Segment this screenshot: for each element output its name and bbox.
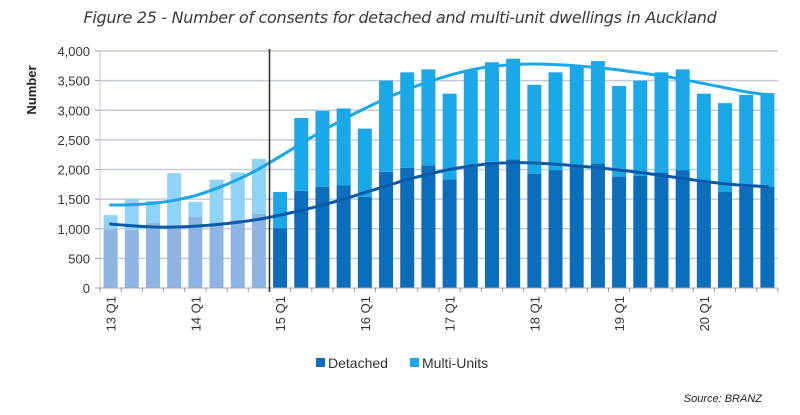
bar-detached	[273, 228, 288, 288]
bar-detached	[442, 179, 457, 288]
bar-multi-units	[315, 110, 330, 187]
bar-detached	[400, 167, 415, 288]
bar-detached	[506, 159, 521, 288]
trend-lines-group	[109, 62, 769, 229]
bar-detached	[336, 185, 351, 288]
bar-detached	[315, 186, 330, 288]
bar-detached	[209, 222, 224, 288]
y-tick-label: 1,000	[57, 222, 90, 237]
bar-detached	[484, 161, 499, 288]
bar-multi-units	[633, 80, 648, 177]
bar-multi-units	[188, 201, 203, 217]
bar-multi-units	[590, 61, 605, 164]
bar-multi-units	[379, 80, 394, 172]
legend: Detached Multi-Units	[316, 355, 488, 371]
bar-multi-units	[400, 72, 415, 168]
bar-detached	[357, 196, 372, 288]
y-tick-label: 2,500	[57, 133, 90, 148]
y-tick-label: 1,500	[57, 192, 90, 207]
bar-detached	[654, 172, 669, 288]
bar-multi-units	[760, 93, 775, 187]
x-tick-label: 19 Q1	[612, 296, 627, 331]
x-tick-label: 16 Q1	[358, 296, 373, 331]
chart-title: Figure 25 - Number of consents for detac…	[83, 8, 717, 27]
y-tick-label: 3,000	[57, 103, 90, 118]
bars-group	[103, 58, 775, 288]
bar-multi-units	[718, 103, 733, 193]
legend-label-detached: Detached	[328, 355, 388, 371]
legend-swatch-multi-units	[410, 358, 419, 367]
bar-detached	[527, 173, 542, 288]
bar-detached	[569, 165, 584, 288]
bar-multi-units	[548, 72, 563, 171]
bar-multi-units	[357, 128, 372, 197]
bar-multi-units	[484, 62, 499, 162]
bar-multi-units	[569, 65, 584, 166]
trend-line-total	[109, 62, 769, 207]
bar-detached	[294, 190, 309, 288]
bar-multi-units	[103, 215, 118, 230]
x-tick-label: 17 Q1	[443, 296, 458, 331]
bar-detached	[760, 186, 775, 288]
bar-detached	[590, 163, 605, 288]
bar-multi-units	[506, 58, 521, 160]
bar-detached	[421, 165, 436, 288]
bar-multi-units	[273, 192, 288, 229]
y-tick-label: 2,000	[57, 163, 90, 178]
bar-detached	[251, 213, 266, 288]
legend-swatch-detached	[316, 358, 325, 367]
x-tick-label: 13 Q1	[104, 296, 119, 331]
bar-detached	[379, 171, 394, 288]
bar-multi-units	[654, 72, 669, 173]
x-tick-labels: 13 Q1 14 Q1 15 Q1 16 Q1 17 Q1 18 Q1 19 Q1 20 Q1	[104, 296, 712, 331]
bar-detached	[124, 229, 139, 288]
x-tick-label: 15 Q1	[273, 296, 288, 331]
bar-multi-units	[230, 172, 245, 220]
bar-detached	[188, 216, 203, 288]
bar-multi-units	[739, 94, 754, 187]
y-tick-label: 3,500	[57, 74, 90, 89]
bar-multi-units	[251, 158, 266, 214]
x-tick-label: 14 Q1	[188, 296, 203, 331]
bar-detached	[230, 219, 245, 288]
y-tick-labels: 0 500 1,000 1,500 2,000 2,500 3,000 3,500 4,000	[57, 44, 90, 296]
bar-detached	[167, 226, 182, 288]
bar-multi-units	[421, 69, 436, 166]
axes-group	[95, 49, 779, 292]
y-tick-label: 4,000	[57, 44, 90, 59]
bar-detached	[696, 181, 711, 288]
bar-multi-units	[294, 117, 309, 191]
source-note: Source: BRANZ	[683, 393, 762, 405]
bar-detached	[633, 176, 648, 288]
bar-detached	[718, 192, 733, 288]
bar-detached	[612, 176, 627, 288]
bar-multi-units	[336, 108, 351, 186]
bar-multi-units	[463, 69, 478, 166]
bar-multi-units	[442, 93, 457, 180]
bar-detached	[739, 186, 754, 288]
bar-multi-units	[527, 84, 542, 174]
bar-detached	[103, 229, 118, 288]
bar-multi-units	[675, 69, 690, 171]
bar-multi-units	[612, 85, 627, 177]
bar-multi-units	[696, 93, 711, 182]
bar-multi-units	[124, 199, 139, 230]
bar-detached	[548, 170, 563, 288]
y-tick-label: 0	[83, 281, 90, 296]
x-tick-label: 20 Q1	[697, 296, 712, 331]
bar-detached	[463, 165, 478, 288]
bar-detached	[145, 222, 160, 288]
bar-multi-units	[145, 200, 160, 223]
trend-line-detached	[109, 161, 769, 229]
bar-detached	[675, 170, 690, 288]
y-axis-label: Number	[24, 65, 39, 114]
legend-label-multi-units: Multi-Units	[422, 355, 488, 371]
y-tick-label: 500	[68, 251, 90, 266]
x-tick-label: 18 Q1	[527, 296, 542, 331]
